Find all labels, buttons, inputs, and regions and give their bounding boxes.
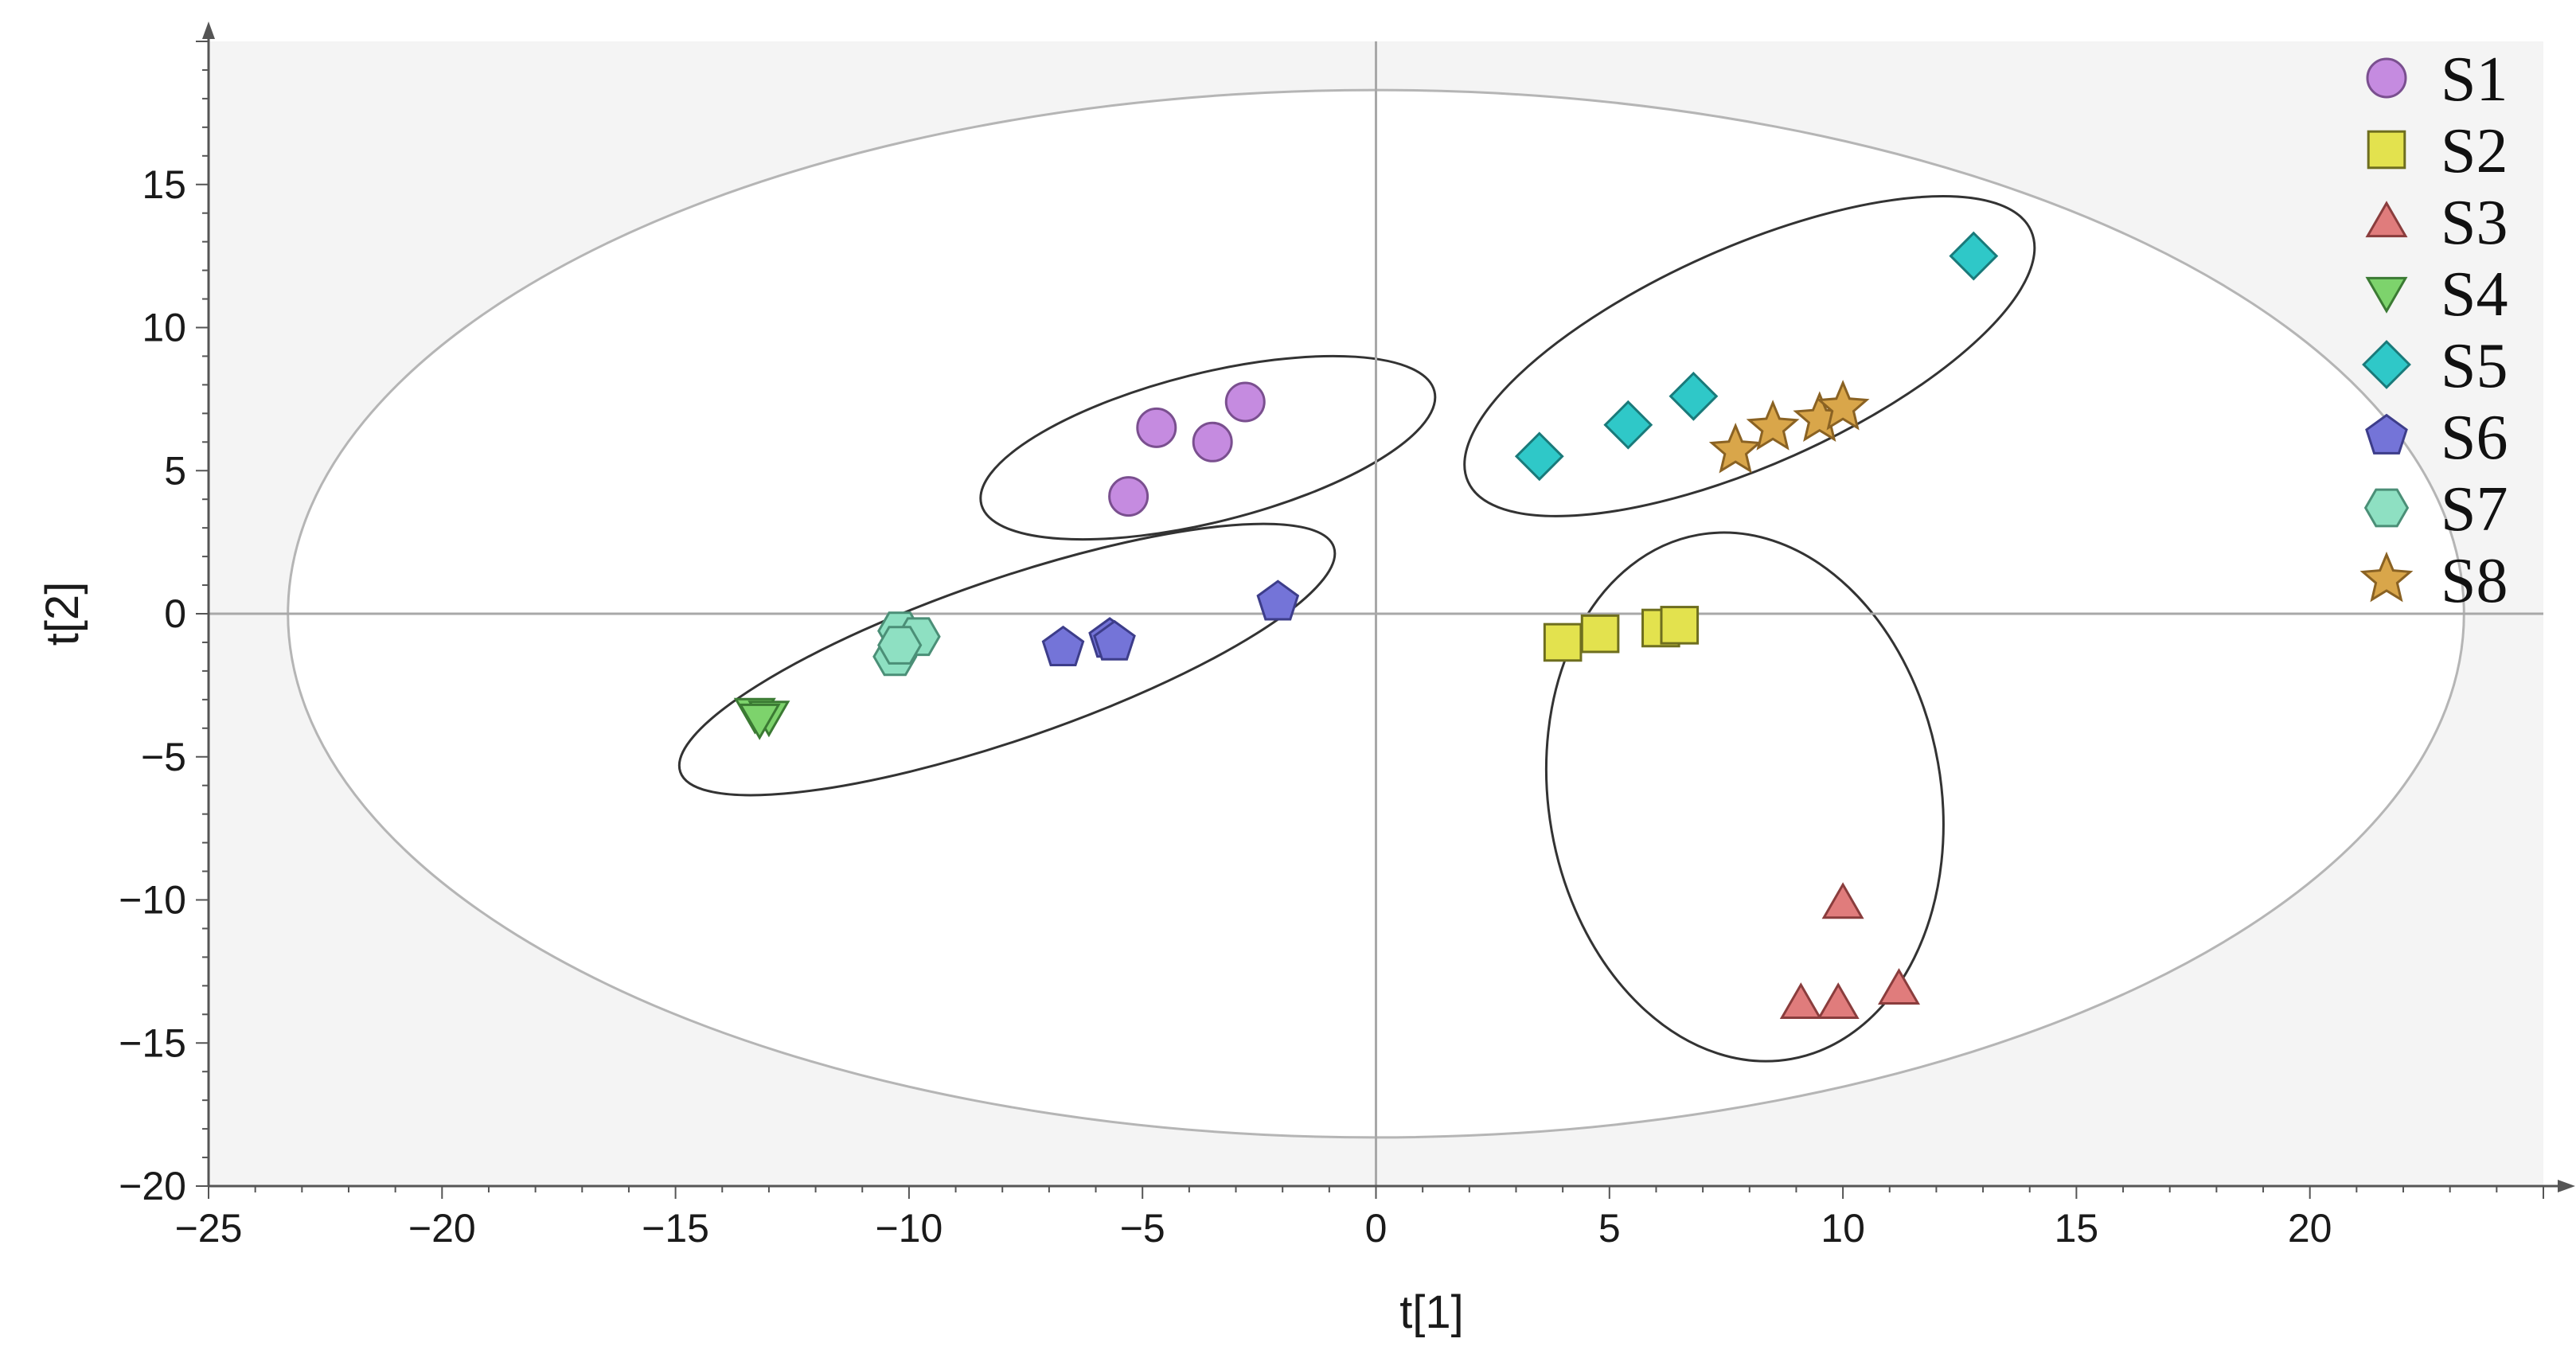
- point-s2: [1660, 606, 1700, 645]
- legend-marker-s7: [2363, 488, 2410, 528]
- x-tick-label: −20: [408, 1206, 476, 1251]
- x-axis-title: t[1]: [1399, 1286, 1464, 1338]
- x-tick-label: 0: [1365, 1206, 1388, 1251]
- legend-marker-s2: [2367, 130, 2406, 170]
- point-s3: [1878, 968, 1920, 1005]
- x-tick-label: 5: [1598, 1206, 1621, 1251]
- legend-label: S1: [2441, 45, 2508, 115]
- legend-item-s4: S4: [2365, 260, 2508, 330]
- point-s7: [877, 626, 923, 665]
- series-s1: [1108, 381, 1266, 517]
- point-s2: [1580, 614, 1620, 654]
- legend-item-s7: S7: [2363, 474, 2508, 544]
- legend-label: S3: [2441, 188, 2508, 258]
- y-tick-label: 15: [142, 162, 186, 207]
- group-ellipse-4: [1544, 531, 1945, 1063]
- x-tick-label: 10: [1821, 1206, 1865, 1251]
- series-s4: [733, 697, 790, 740]
- legend-label: S2: [2441, 116, 2508, 186]
- y-tick-label: 10: [142, 306, 186, 350]
- point-s1: [1136, 407, 1177, 448]
- legend-item-s1: S1: [2366, 45, 2508, 115]
- point-s5: [1603, 400, 1653, 450]
- group-ellipse-3: [1463, 195, 2036, 517]
- point-s3: [1779, 982, 1822, 1019]
- y-tick-label: −15: [119, 1021, 186, 1065]
- y-tick-label: 5: [164, 448, 186, 493]
- point-s1: [1108, 476, 1149, 517]
- legend-marker-s6: [2365, 413, 2408, 455]
- y-tick-label: −5: [141, 735, 186, 779]
- legend-label: S8: [2441, 546, 2508, 616]
- point-s6: [1256, 580, 1300, 621]
- y-axis-title: t[2]: [37, 582, 88, 646]
- point-s3: [1821, 882, 1864, 919]
- legend-label: S6: [2441, 403, 2508, 473]
- y-axis-arrow: [202, 21, 215, 39]
- y-tick-label: −20: [119, 1164, 186, 1208]
- point-s8: [1708, 423, 1762, 474]
- series-s7: [872, 611, 941, 677]
- legend-item-s2: S2: [2367, 116, 2508, 186]
- legend-label: S4: [2441, 260, 2508, 330]
- point-s5: [1514, 431, 1564, 482]
- x-tick-label: −10: [875, 1206, 943, 1251]
- x-tick-label: 15: [2055, 1206, 2099, 1251]
- point-s3: [1817, 982, 1860, 1019]
- point-s1: [1224, 381, 1266, 423]
- y-tick-label: −10: [119, 878, 186, 923]
- series-s5: [1514, 231, 1999, 482]
- point-s2: [1543, 622, 1583, 662]
- marker-layer: [733, 231, 1999, 1019]
- point-s4: [738, 703, 781, 740]
- x-tick-label: 20: [2288, 1206, 2332, 1251]
- point-s5: [1949, 231, 1999, 281]
- legend-item-s8: S8: [2359, 546, 2508, 616]
- x-tick-label: −25: [175, 1206, 243, 1251]
- legend-marker-s4: [2365, 276, 2408, 314]
- point-s6: [1041, 625, 1085, 666]
- point-s5: [1669, 371, 1719, 421]
- point-s6: [1093, 619, 1136, 661]
- legend-marker-s3: [2365, 201, 2408, 238]
- legend-marker-s1: [2366, 57, 2407, 99]
- series-s6: [1041, 580, 1300, 666]
- series-s2: [1543, 606, 1700, 662]
- series-s8: [1708, 380, 1870, 474]
- x-tick-label: −5: [1120, 1206, 1165, 1251]
- point-s8: [1746, 400, 1800, 451]
- legend-marker-s5: [2362, 340, 2411, 389]
- series-s3: [1779, 882, 1920, 1019]
- legend-label: S7: [2441, 474, 2508, 544]
- point-s8: [1816, 380, 1870, 431]
- x-axis-arrow: [2558, 1180, 2575, 1192]
- legend-item-s6: S6: [2365, 403, 2508, 473]
- y-tick-label: 0: [164, 591, 186, 636]
- x-tick-label: −15: [642, 1206, 709, 1251]
- legend-marker-s8: [2359, 551, 2414, 603]
- legend-item-s5: S5: [2362, 331, 2508, 401]
- legend-item-s3: S3: [2365, 188, 2508, 258]
- group-ellipse-1: [979, 354, 1437, 541]
- legend-label: S5: [2441, 331, 2508, 401]
- point-s1: [1192, 421, 1233, 462]
- group-ellipse-2: [677, 522, 1337, 797]
